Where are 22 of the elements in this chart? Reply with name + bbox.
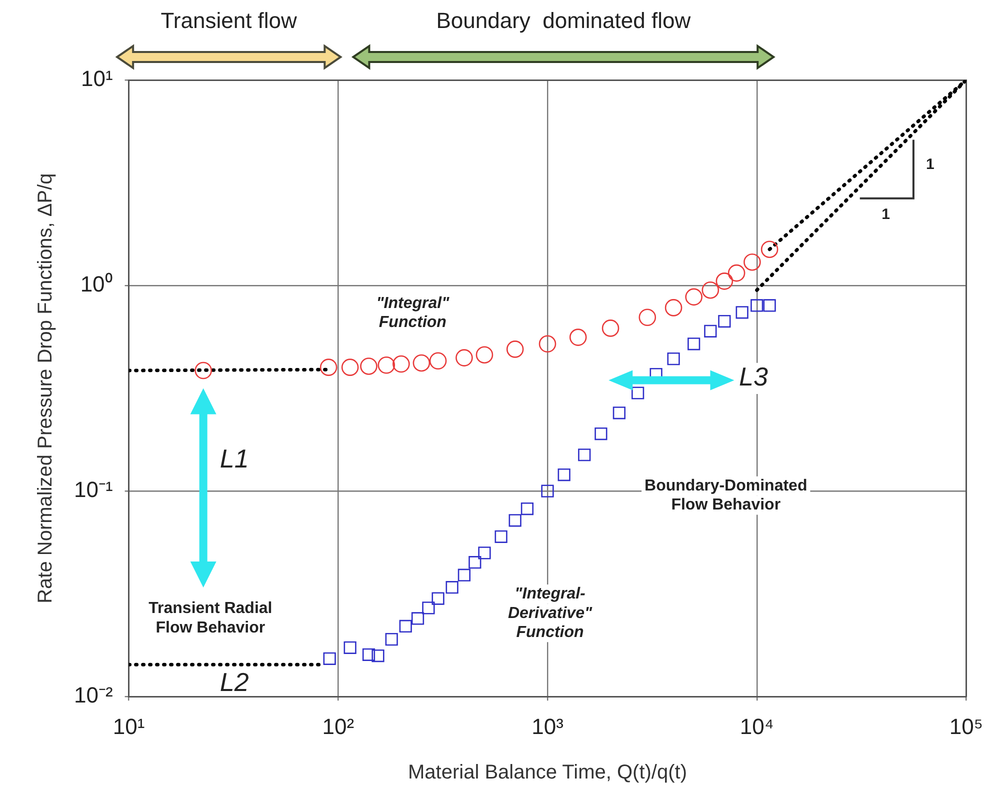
y-tick-label: 10⁻¹	[74, 477, 113, 502]
text: Transient flow	[160, 8, 298, 34]
annotation: "Integral- Derivative" Function	[508, 586, 592, 641]
annotation: Transient Radial Flow Behavior	[148, 600, 272, 636]
x-tick-label: 10⁵	[949, 714, 983, 739]
x-tick-label: 10¹	[112, 714, 145, 739]
x-axis-title: Material Balance Time, Q(t)/q(t)	[408, 762, 687, 784]
annotation: L1	[220, 444, 249, 474]
x-tick-label: 10²	[322, 714, 354, 739]
annotation: 1	[882, 206, 890, 224]
y-tick-label: 10⁰	[80, 272, 113, 297]
annotation: Boundary-Dominated Flow Behavior	[644, 477, 808, 514]
annotation: L3	[739, 362, 768, 392]
text: Boundary dominated flow	[436, 8, 691, 34]
y-axis-title: Rate Normalized Pressure Drop Functions, ΔP/q	[34, 173, 57, 604]
y-tick-label: 10⁻²	[74, 682, 113, 708]
x-tick-label: 10³	[532, 714, 564, 739]
annotation: 1	[926, 156, 934, 174]
annotation: "Integral" Function	[376, 294, 450, 332]
x-tick-label: 10⁴	[740, 714, 774, 739]
y-tick-label: 10¹	[81, 66, 113, 92]
annotation: L2	[220, 666, 250, 697]
